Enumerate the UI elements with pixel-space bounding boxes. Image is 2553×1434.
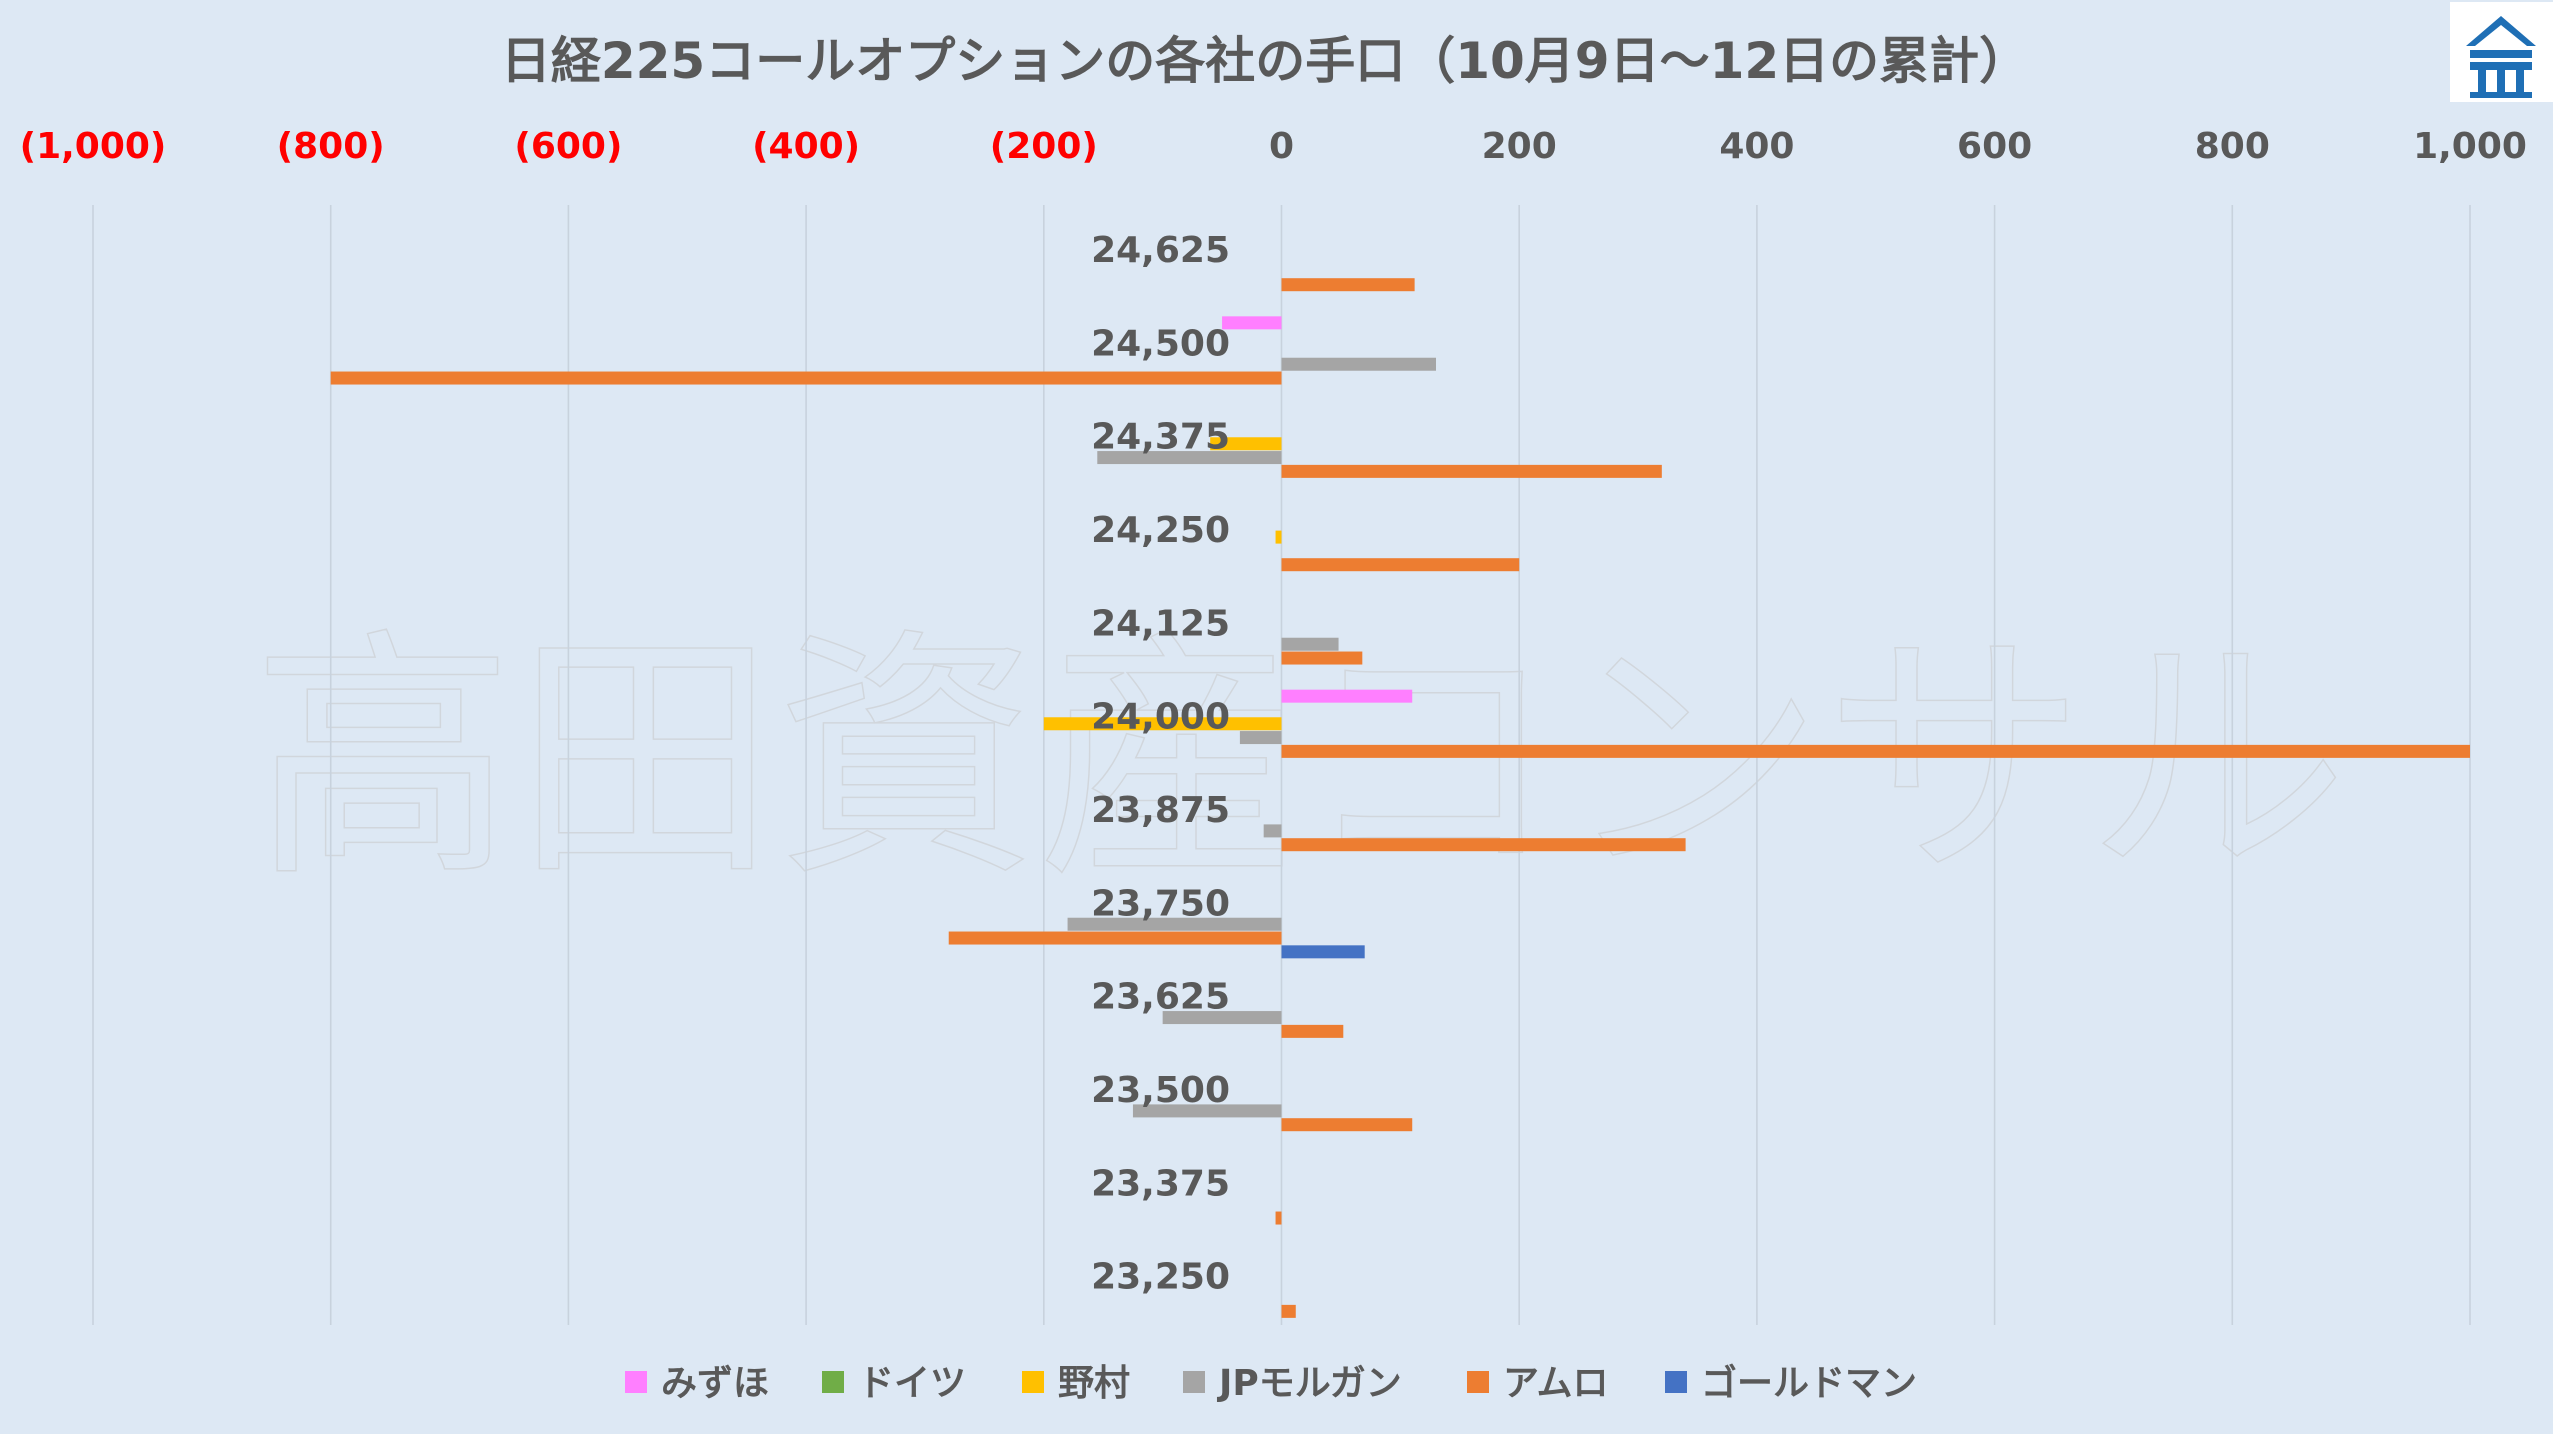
legend-swatch bbox=[625, 1371, 647, 1393]
bar-みずほ-24,500 bbox=[1222, 316, 1282, 330]
bar-JPモルガン-23,750 bbox=[1067, 917, 1282, 931]
legend-label: みずほ bbox=[661, 1363, 769, 1404]
x-tick-label: 1,000 bbox=[2413, 126, 2527, 167]
legend: みずほ ドイツ 野村 JPモルガン アムロ ゴールドマン bbox=[625, 1362, 1917, 1404]
bar-JPモルガン-23,500 bbox=[1132, 1104, 1282, 1118]
bar-アムロ-23,875 bbox=[1281, 838, 1686, 852]
x-tick-label: 0 bbox=[1269, 126, 1294, 167]
legend-label: 野村 bbox=[1058, 1363, 1130, 1404]
bar-ゴールドマン-23,750 bbox=[1281, 945, 1365, 959]
bar-アムロ-23,625 bbox=[1281, 1024, 1344, 1038]
category-label: 24,125 bbox=[1091, 603, 1230, 644]
bar-JPモルガン-24,125 bbox=[1281, 637, 1339, 651]
chart-title: 日経225コールオプションの各社の手口（10月9日～12日の累計） bbox=[501, 32, 2029, 90]
legend-swatch bbox=[1022, 1371, 1044, 1393]
category-label: 24,625 bbox=[1091, 230, 1230, 271]
gridlines bbox=[92, 205, 2471, 1325]
category-label: 24,375 bbox=[1091, 417, 1230, 458]
bar-野村-24,250 bbox=[1275, 530, 1282, 544]
x-tick-label: (200) bbox=[990, 126, 1098, 167]
bar-JPモルガン-24,500 bbox=[1281, 357, 1437, 371]
category-label: 24,500 bbox=[1091, 323, 1230, 364]
bar-野村-24,375 bbox=[1210, 437, 1282, 451]
bar-JPモルガン-23,625 bbox=[1162, 1011, 1282, 1025]
x-tick-label: 200 bbox=[1482, 126, 1557, 167]
x-tick-label: (600) bbox=[514, 126, 622, 167]
bar-series bbox=[330, 278, 2470, 1318]
bar-アムロ-24,125 bbox=[1281, 651, 1363, 665]
bar-アムロ-23,375 bbox=[1275, 1211, 1282, 1225]
bar-アムロ-24,250 bbox=[1281, 558, 1520, 572]
bar-JPモルガン-24,000 bbox=[1239, 731, 1282, 745]
category-label: 24,000 bbox=[1091, 697, 1230, 738]
bar-アムロ-24,625 bbox=[1281, 278, 1415, 292]
bar-JPモルガン-24,375 bbox=[1097, 451, 1282, 465]
category-label: 23,375 bbox=[1091, 1163, 1230, 1204]
x-tick-label: 800 bbox=[2195, 126, 2270, 167]
x-axis-tick-labels: (1,000) (800) (600) (400) (200) 0 200 400 600 800… bbox=[20, 126, 2527, 167]
legend-swatch bbox=[1183, 1371, 1205, 1393]
x-tick-label: 600 bbox=[1957, 126, 2032, 167]
legend-label: ドイツ bbox=[858, 1363, 966, 1404]
x-tick-label: (1,000) bbox=[20, 126, 167, 167]
legend-label: アムロ bbox=[1503, 1363, 1608, 1404]
bar-アムロ-24,500 bbox=[330, 371, 1282, 385]
legend-swatch bbox=[1467, 1371, 1489, 1393]
x-tick-label: (400) bbox=[752, 126, 860, 167]
bar-アムロ-23,500 bbox=[1281, 1118, 1413, 1132]
temple-roof-logo-icon bbox=[2450, 2, 2553, 102]
category-label: 24,250 bbox=[1091, 510, 1230, 551]
bar-アムロ-24,000 bbox=[1281, 744, 2470, 758]
category-label: 23,500 bbox=[1091, 1070, 1230, 1111]
legend-label: JPモルガン bbox=[1216, 1363, 1402, 1404]
category-label: 23,750 bbox=[1091, 883, 1230, 924]
legend-swatch bbox=[822, 1371, 844, 1393]
bar-アムロ-23,250 bbox=[1281, 1304, 1296, 1318]
x-tick-label: 400 bbox=[1719, 126, 1794, 167]
bar-野村-24,000 bbox=[1043, 717, 1282, 731]
category-labels: 24,625 24,500 24,375 24,250 24,125 24,000 23,8… bbox=[1091, 230, 1230, 1298]
legend-label: ゴールドマン bbox=[1701, 1362, 1917, 1404]
bar-JPモルガン-23,875 bbox=[1263, 824, 1282, 838]
category-label: 23,250 bbox=[1091, 1257, 1230, 1298]
category-label: 23,625 bbox=[1091, 977, 1230, 1018]
legend-swatch bbox=[1665, 1371, 1687, 1393]
category-label: 23,875 bbox=[1091, 790, 1230, 831]
bar-みずほ-24,000 bbox=[1281, 689, 1413, 703]
bar-アムロ-24,375 bbox=[1281, 464, 1662, 478]
bar-アムロ-23,750 bbox=[948, 931, 1282, 945]
x-tick-label: (800) bbox=[277, 126, 385, 167]
